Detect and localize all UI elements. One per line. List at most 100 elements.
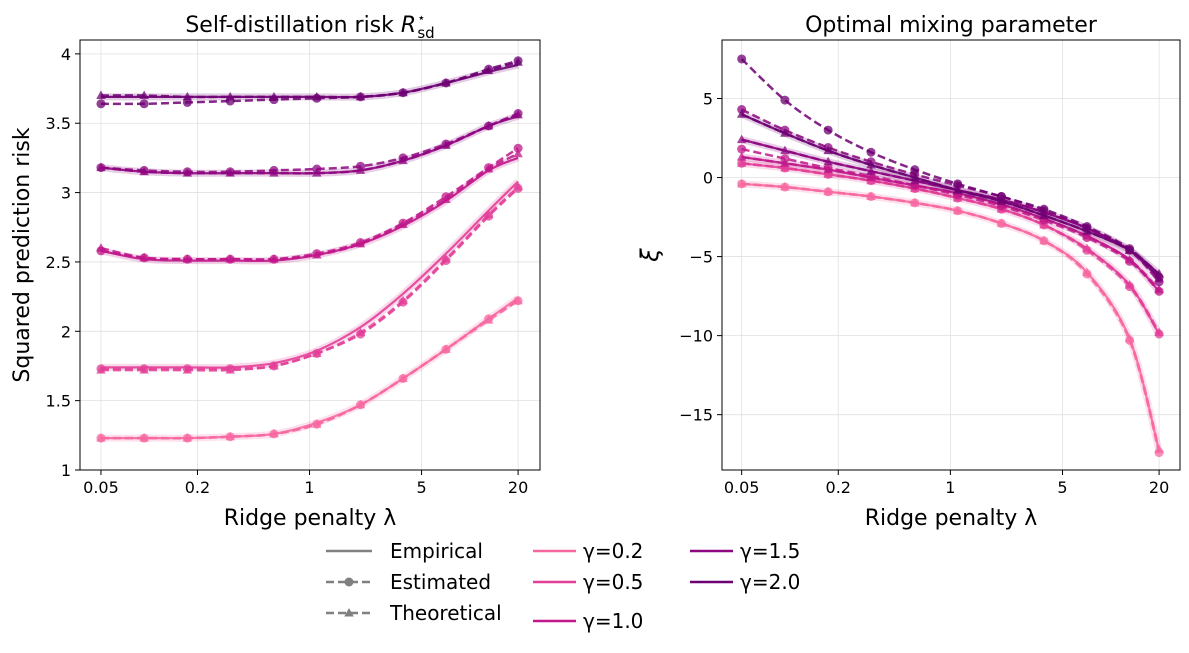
theoretical-point [355, 238, 366, 248]
theoretical-point [1154, 268, 1164, 278]
theoretical-point [1124, 254, 1135, 264]
estimated-point [910, 165, 920, 175]
theoretical-point [1124, 333, 1135, 343]
theoretical-point [441, 194, 451, 204]
estimated-point [737, 54, 747, 64]
theoretical-point [139, 433, 149, 442]
theoretical-point [312, 250, 322, 259]
theoretical-line [741, 182, 1161, 450]
y-tick-label: −5 [689, 248, 713, 267]
axes-frame [721, 39, 1181, 471]
theoretical-point [96, 90, 106, 99]
y-tick-label: 3 [61, 184, 71, 203]
theoretical-point [780, 145, 790, 155]
theoretical-point [96, 162, 106, 172]
theoretical-point [780, 128, 790, 137]
theoretical-point [96, 433, 106, 442]
theoretical-point [312, 419, 322, 428]
theoretical-point [269, 91, 279, 101]
theoretical-point [952, 185, 963, 194]
theoretical-point [441, 344, 451, 353]
theoretical-point [312, 348, 322, 357]
theoretical-point [1082, 226, 1092, 235]
estimated-point [513, 143, 523, 153]
left-x-axis-label: Ridge penalty λ [224, 506, 397, 531]
series-gamma-0.2 [736, 178, 1164, 458]
theoretical-point [483, 209, 494, 219]
series-gamma-1.0 [96, 143, 523, 265]
theoretical-point [866, 159, 876, 169]
right-x-axis-label: Ridge penalty λ [865, 506, 1038, 531]
legend-label: Estimated [390, 570, 491, 594]
theoretical-point [441, 140, 451, 149]
legend-label: γ=1.0 [583, 609, 643, 633]
legend-item-estimated: Estimated [326, 570, 491, 594]
theoretical-point [355, 165, 366, 174]
legend-label: Empirical [390, 539, 483, 563]
left-chart-title: Self-distillation risk R⋆ sd [185, 11, 434, 42]
axes-frame [79, 39, 541, 471]
theoretical-point [780, 182, 790, 191]
theoretical-point [1039, 210, 1049, 219]
series-gamma-2.0 [96, 56, 523, 109]
legend-label: Theoretical [389, 601, 502, 625]
legend: Empirical Estimated Theoretical γ=0.2 γ=0.5 γ… [326, 539, 800, 633]
theoretical-point [1082, 231, 1092, 240]
theoretical-point [139, 365, 149, 374]
theoretical-point [910, 180, 920, 189]
theoretical-point [312, 168, 322, 177]
theoretical-point [513, 295, 523, 305]
legend-label: γ=2.0 [740, 570, 800, 594]
y-tick-label: 4 [61, 45, 71, 64]
theoretical-point [96, 243, 106, 252]
theoretical-point [269, 360, 279, 370]
theoretical-point [96, 365, 106, 374]
left-y-axis-label: Squared prediction risk [10, 127, 35, 382]
theoretical-point [823, 186, 833, 196]
theoretical-point [182, 254, 193, 263]
x-tick-label: 0.05 [83, 478, 119, 497]
theoretical-point [441, 254, 451, 263]
legend-label: γ=0.2 [583, 539, 643, 563]
legend-item-gamma-1.0: γ=1.0 [533, 609, 643, 633]
estimated-point [737, 144, 747, 154]
x-tick-label: 0.05 [724, 478, 760, 497]
theoretical-point [513, 57, 523, 66]
legend-item-gamma-2.0: γ=2.0 [690, 570, 800, 594]
theoretical-point [441, 78, 451, 87]
theoretical-point [780, 158, 790, 167]
theoretical-point [312, 91, 322, 101]
theoretical-point [952, 205, 963, 215]
theoretical-point [182, 433, 193, 442]
y-tick-label: 1 [61, 461, 71, 480]
theoretical-point [182, 91, 193, 101]
estimated-line [100, 59, 519, 106]
theoretical-point [1082, 267, 1092, 276]
theoretical-point [1154, 284, 1164, 294]
theoretical-point [780, 163, 790, 172]
theoretical-point [182, 168, 193, 177]
theoretical-point [483, 164, 494, 173]
estimated-point [866, 147, 876, 157]
theoretical-point [398, 155, 408, 165]
y-tick-label: 0 [703, 169, 713, 188]
theoretical-line [100, 60, 519, 99]
theoretical-point [910, 172, 920, 182]
theoretical-point [1039, 235, 1049, 245]
theoretical-point [1124, 245, 1135, 254]
series-gamma-1.5 [96, 109, 523, 177]
theoretical-point [182, 365, 193, 374]
theoretical-point [225, 431, 235, 441]
theoretical-point [139, 166, 149, 176]
theoretical-point [910, 197, 920, 207]
estimated-point [96, 99, 106, 109]
x-tick-label: 1 [945, 478, 955, 497]
y-tick-label: 2 [61, 322, 71, 341]
theoretical-point [398, 295, 408, 305]
legend-item-gamma-1.5: γ=1.5 [690, 539, 800, 563]
theoretical-point [269, 168, 279, 177]
estimated-point [139, 99, 149, 109]
x-tick-label: 20 [508, 478, 528, 497]
y-tick-label: −10 [679, 327, 713, 346]
